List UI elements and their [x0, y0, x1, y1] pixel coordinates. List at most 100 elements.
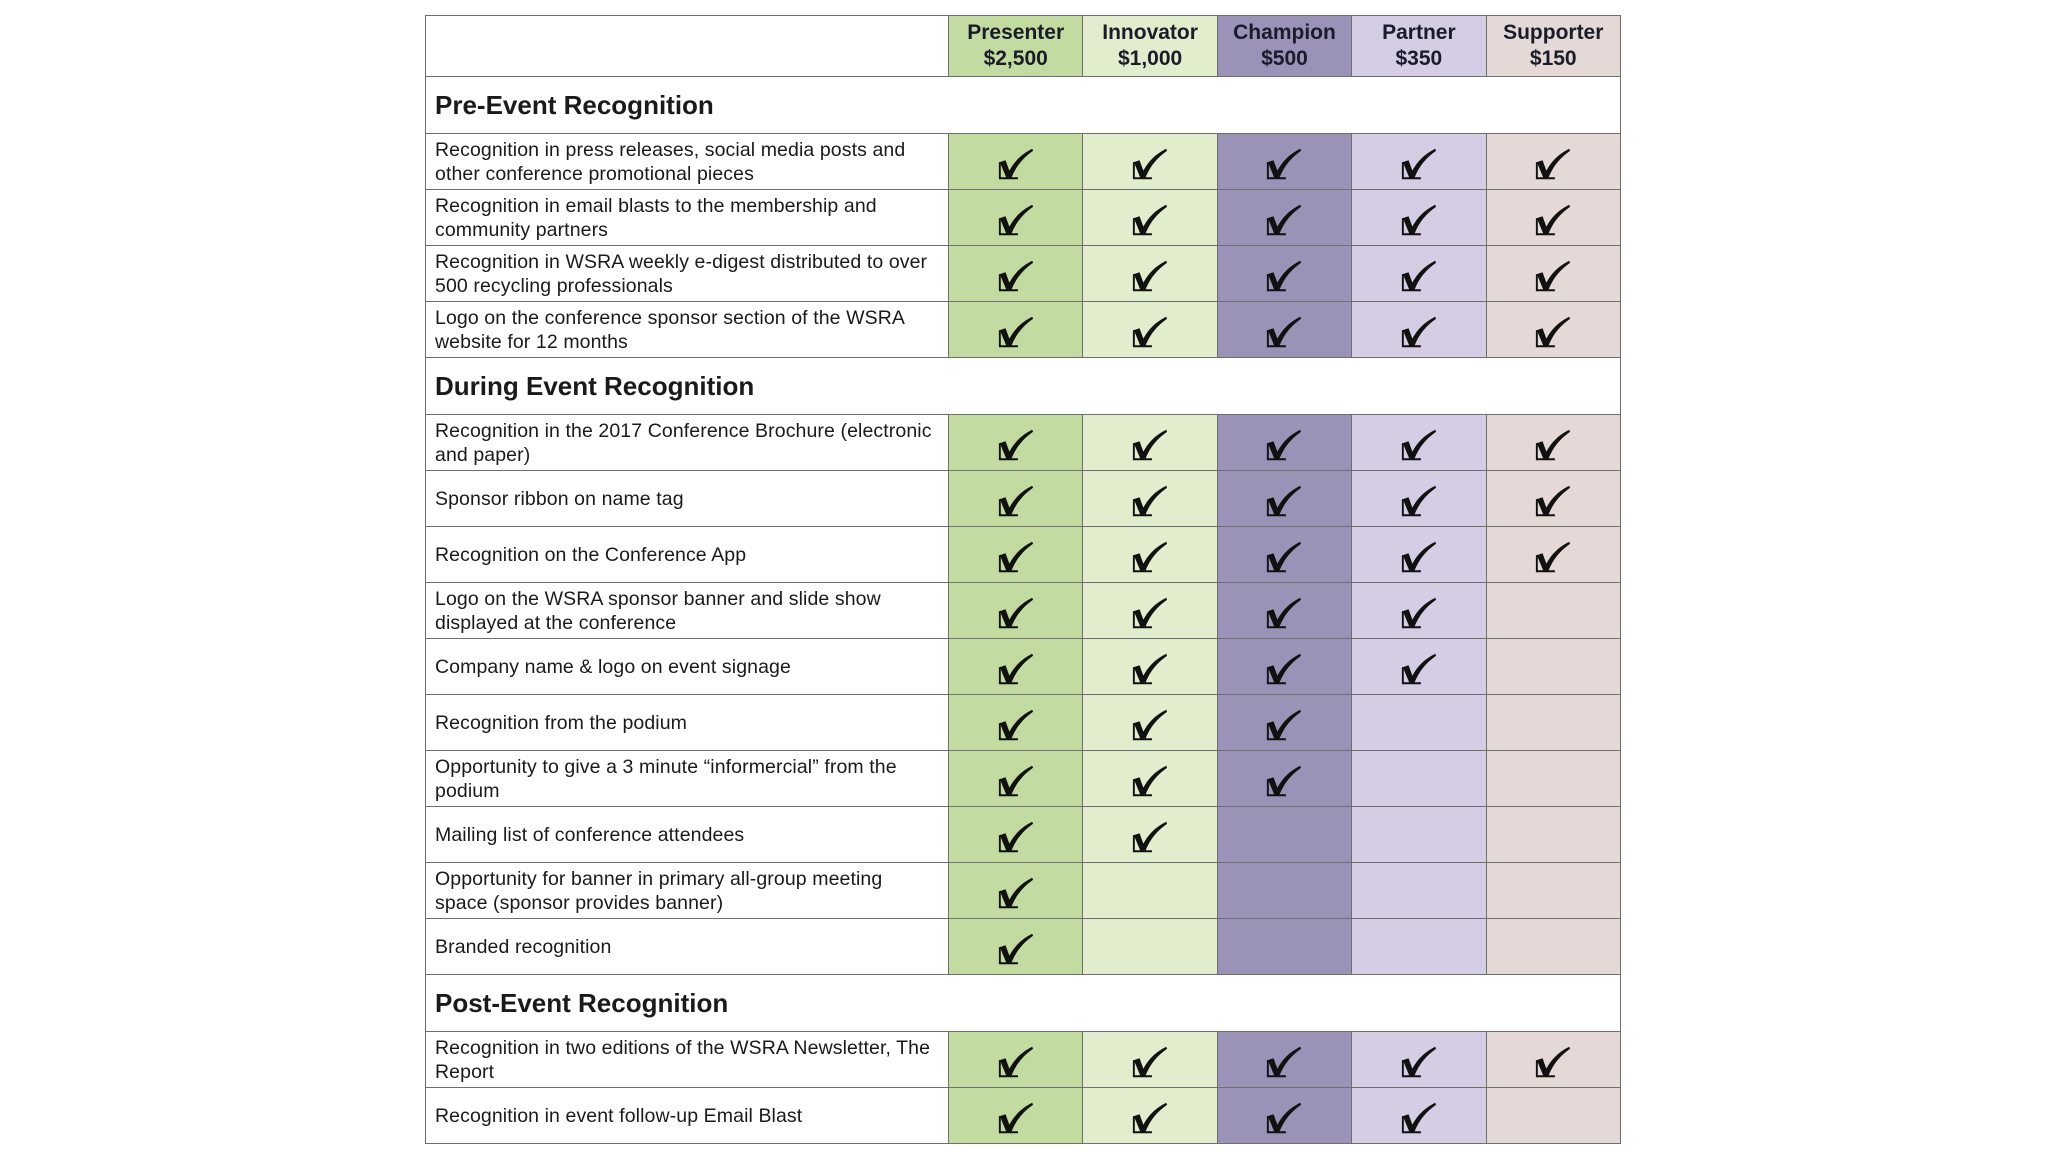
benefit-row: Mailing list of conference attendees [425, 806, 1621, 863]
tier-cell-champion [1216, 862, 1353, 919]
header-blank-cell [425, 15, 949, 77]
tier-cell-supporter [1485, 301, 1621, 358]
benefit-row: Recognition in event follow-up Email Bla… [425, 1087, 1621, 1144]
tier-cell-champion [1216, 470, 1353, 527]
tier-cell-innovator [1082, 862, 1218, 919]
tier-cell-supporter [1485, 862, 1621, 919]
benefit-label: Company name & logo on event signage [425, 638, 949, 695]
tier-cell-champion [1216, 694, 1353, 751]
section-header-row: Post-Event Recognition [425, 974, 1621, 1032]
tier-cell-presenter [947, 750, 1084, 807]
tier-cell-innovator [1082, 133, 1218, 190]
check-mark-icon [1131, 1046, 1169, 1077]
check-mark-icon [1131, 204, 1169, 235]
tier-cell-innovator [1082, 189, 1218, 246]
check-mark-icon [1265, 485, 1303, 516]
check-mark-icon [997, 148, 1035, 179]
check-mark-icon [997, 204, 1035, 235]
check-mark-icon [1131, 821, 1169, 852]
check-mark-icon [1400, 148, 1438, 179]
check-mark-icon [1265, 429, 1303, 460]
check-mark-icon [997, 765, 1035, 796]
benefit-label: Opportunity for banner in primary all-gr… [425, 862, 949, 919]
tier-cell-partner [1351, 862, 1487, 919]
tier-cell-partner [1351, 189, 1487, 246]
tier-cell-innovator [1082, 638, 1218, 695]
tier-cell-supporter [1485, 638, 1621, 695]
tier-cell-innovator [1082, 918, 1218, 975]
tier-cell-presenter [947, 862, 1084, 919]
tier-cell-partner [1351, 245, 1487, 302]
benefit-row: Branded recognition [425, 918, 1621, 975]
check-mark-icon [1534, 541, 1572, 572]
benefit-label: Logo on the conference sponsor section o… [425, 301, 949, 358]
tier-cell-presenter [947, 245, 1084, 302]
benefit-row: Sponsor ribbon on name tag [425, 470, 1621, 527]
tier-cell-presenter [947, 470, 1084, 527]
benefit-label: Recognition in email blasts to the membe… [425, 189, 949, 246]
tier-cell-innovator [1082, 470, 1218, 527]
check-mark-icon [1534, 485, 1572, 516]
tier-cell-champion [1216, 526, 1353, 583]
check-mark-icon [997, 429, 1035, 460]
benefits-body: Pre-Event Recognition Recognition in pres… [425, 76, 1621, 1144]
section-title: Pre-Event Recognition [425, 76, 1621, 134]
tier-cell-partner [1351, 694, 1487, 751]
benefit-row: Logo on the WSRA sponsor banner and slid… [425, 582, 1621, 639]
check-mark-icon [997, 1046, 1035, 1077]
benefit-row: Recognition in two editions of the WSRA … [425, 1031, 1621, 1088]
tier-cell-innovator [1082, 694, 1218, 751]
tier-cell-supporter [1485, 806, 1621, 863]
check-mark-icon [1400, 653, 1438, 684]
tier-cell-partner [1351, 918, 1487, 975]
tier-cell-innovator [1082, 1031, 1218, 1088]
tier-header-supporter: Supporter $150 [1485, 15, 1621, 77]
tier-header-champion: Champion $500 [1216, 15, 1353, 77]
check-mark-icon [1400, 260, 1438, 291]
check-mark-icon [1534, 260, 1572, 291]
tier-cell-champion [1216, 1031, 1353, 1088]
benefit-label: Recognition in two editions of the WSRA … [425, 1031, 949, 1088]
check-mark-icon [1265, 541, 1303, 572]
section-title: Post-Event Recognition [425, 974, 1621, 1032]
tier-cell-presenter [947, 189, 1084, 246]
check-mark-icon [1131, 765, 1169, 796]
tier-cell-partner [1351, 750, 1487, 807]
check-mark-icon [997, 821, 1035, 852]
tier-cell-presenter [947, 638, 1084, 695]
check-mark-icon [1400, 597, 1438, 628]
check-mark-icon [1534, 316, 1572, 347]
check-mark-icon [1131, 597, 1169, 628]
check-mark-icon [1534, 429, 1572, 460]
check-mark-icon [1400, 429, 1438, 460]
tier-price: $500 [1261, 47, 1308, 70]
benefit-label: Recognition in the 2017 Conference Broch… [425, 414, 949, 471]
section-title: During Event Recognition [425, 357, 1621, 415]
benefit-label: Mailing list of conference attendees [425, 806, 949, 863]
benefit-label: Sponsor ribbon on name tag [425, 470, 949, 527]
tier-cell-innovator [1082, 806, 1218, 863]
tier-cell-partner [1351, 414, 1487, 471]
benefit-row: Recognition from the podium [425, 694, 1621, 751]
tier-cell-supporter [1485, 582, 1621, 639]
tier-cell-innovator [1082, 750, 1218, 807]
tier-cell-supporter [1485, 245, 1621, 302]
benefit-row: Recognition in press releases, social me… [425, 133, 1621, 190]
benefit-row: Opportunity for banner in primary all-gr… [425, 862, 1621, 919]
check-mark-icon [1265, 1046, 1303, 1077]
tier-header-partner: Partner $350 [1351, 15, 1487, 77]
tier-cell-innovator [1082, 414, 1218, 471]
sponsorship-benefits-table: Presenter $2,500 Innovator $1,000 Champi… [425, 15, 1621, 1144]
tier-name: Innovator [1102, 21, 1198, 44]
tier-name: Partner [1382, 21, 1456, 44]
check-mark-icon [1400, 485, 1438, 516]
tier-cell-champion [1216, 806, 1353, 863]
tier-header-innovator: Innovator $1,000 [1082, 15, 1218, 77]
tier-name: Presenter [967, 21, 1065, 44]
check-mark-icon [1534, 204, 1572, 235]
check-mark-icon [1534, 148, 1572, 179]
tier-cell-presenter [947, 582, 1084, 639]
tier-cell-presenter [947, 1087, 1084, 1144]
check-mark-icon [997, 877, 1035, 908]
tier-cell-champion [1216, 189, 1353, 246]
